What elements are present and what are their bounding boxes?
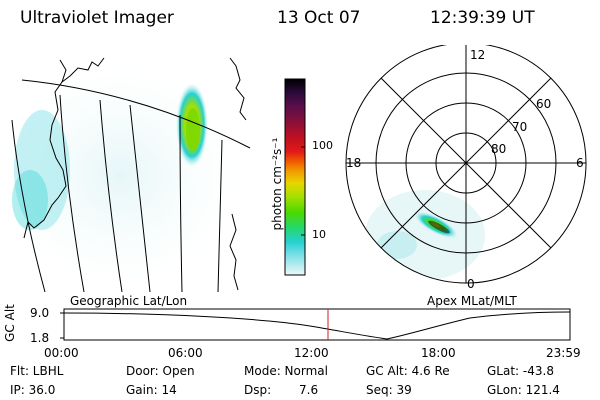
meridian-line: [59, 94, 85, 292]
colorbar-tick-10: 10: [312, 228, 326, 241]
door-info: Door: Open: [126, 364, 195, 378]
xtick-0600: 06:00: [168, 346, 203, 360]
observation-time: 12:39:39 UT: [430, 8, 535, 28]
meridian-line: [129, 104, 151, 292]
altitude-ytick-1.8: 1.8: [30, 331, 50, 345]
mlt-label-12: 12: [470, 48, 486, 62]
mlt-label-18: 18: [346, 156, 362, 170]
altitude-curve: [63, 311, 571, 340]
altitude-ylabel: GC Alt: [3, 304, 17, 342]
xtick-0000: 00:00: [44, 346, 79, 360]
filter-info: Flt: LBHL: [10, 364, 64, 378]
xtick-1800: 18:00: [421, 346, 456, 360]
glat-info: GLat: -43.8: [487, 364, 554, 378]
coastline-west: [23, 59, 67, 239]
lat-label-60: 60: [536, 97, 552, 111]
coastline-east: [229, 57, 247, 121]
xtick-1200: 12:00: [294, 346, 329, 360]
latitude-line: [21, 79, 251, 149]
mode-info: Mode: Normal: [244, 364, 328, 378]
gc-alt-info: GC Alt: 4.6 Re: [366, 364, 450, 378]
mlt-label-0: 0: [467, 277, 475, 291]
altitude-ytick-9: 9.0: [30, 306, 50, 320]
meridian-line: [11, 119, 46, 292]
gain-info: Gain: 14: [126, 383, 177, 397]
lat-label-80: 80: [491, 142, 507, 156]
dsp-value: 7.6: [299, 383, 319, 397]
observation-date: 13 Oct 07: [277, 8, 361, 28]
meridian-line: [179, 114, 183, 292]
seq-info: Seq: 39: [366, 383, 412, 397]
colorbar-label: photon cm⁻²s⁻¹: [270, 137, 284, 231]
lat-label-70: 70: [512, 120, 528, 134]
ip-info: IP: 36.0: [10, 383, 56, 397]
colorbar-tick-100: 100: [312, 139, 333, 152]
geo-panel-caption: Geographic Lat/Lon: [70, 294, 188, 308]
xtick-2359: 23:59: [546, 346, 581, 360]
instrument-title: Ultraviolet Imager: [20, 8, 174, 28]
mlt-label-6: 6: [576, 156, 584, 170]
glon-info: GLon: 121.4: [487, 383, 560, 397]
meridian-line: [217, 139, 223, 292]
polar-plot: [345, 45, 587, 284]
dsp-label: Dsp:: [244, 383, 272, 397]
colorbar: [284, 78, 306, 276]
meridian-line: [99, 99, 123, 292]
geographic-map: [5, 57, 251, 292]
altitude-plot: [60, 308, 571, 341]
diagonal-line: [380, 77, 552, 249]
polar-panel-caption: Apex MLat/MLT: [427, 294, 517, 308]
